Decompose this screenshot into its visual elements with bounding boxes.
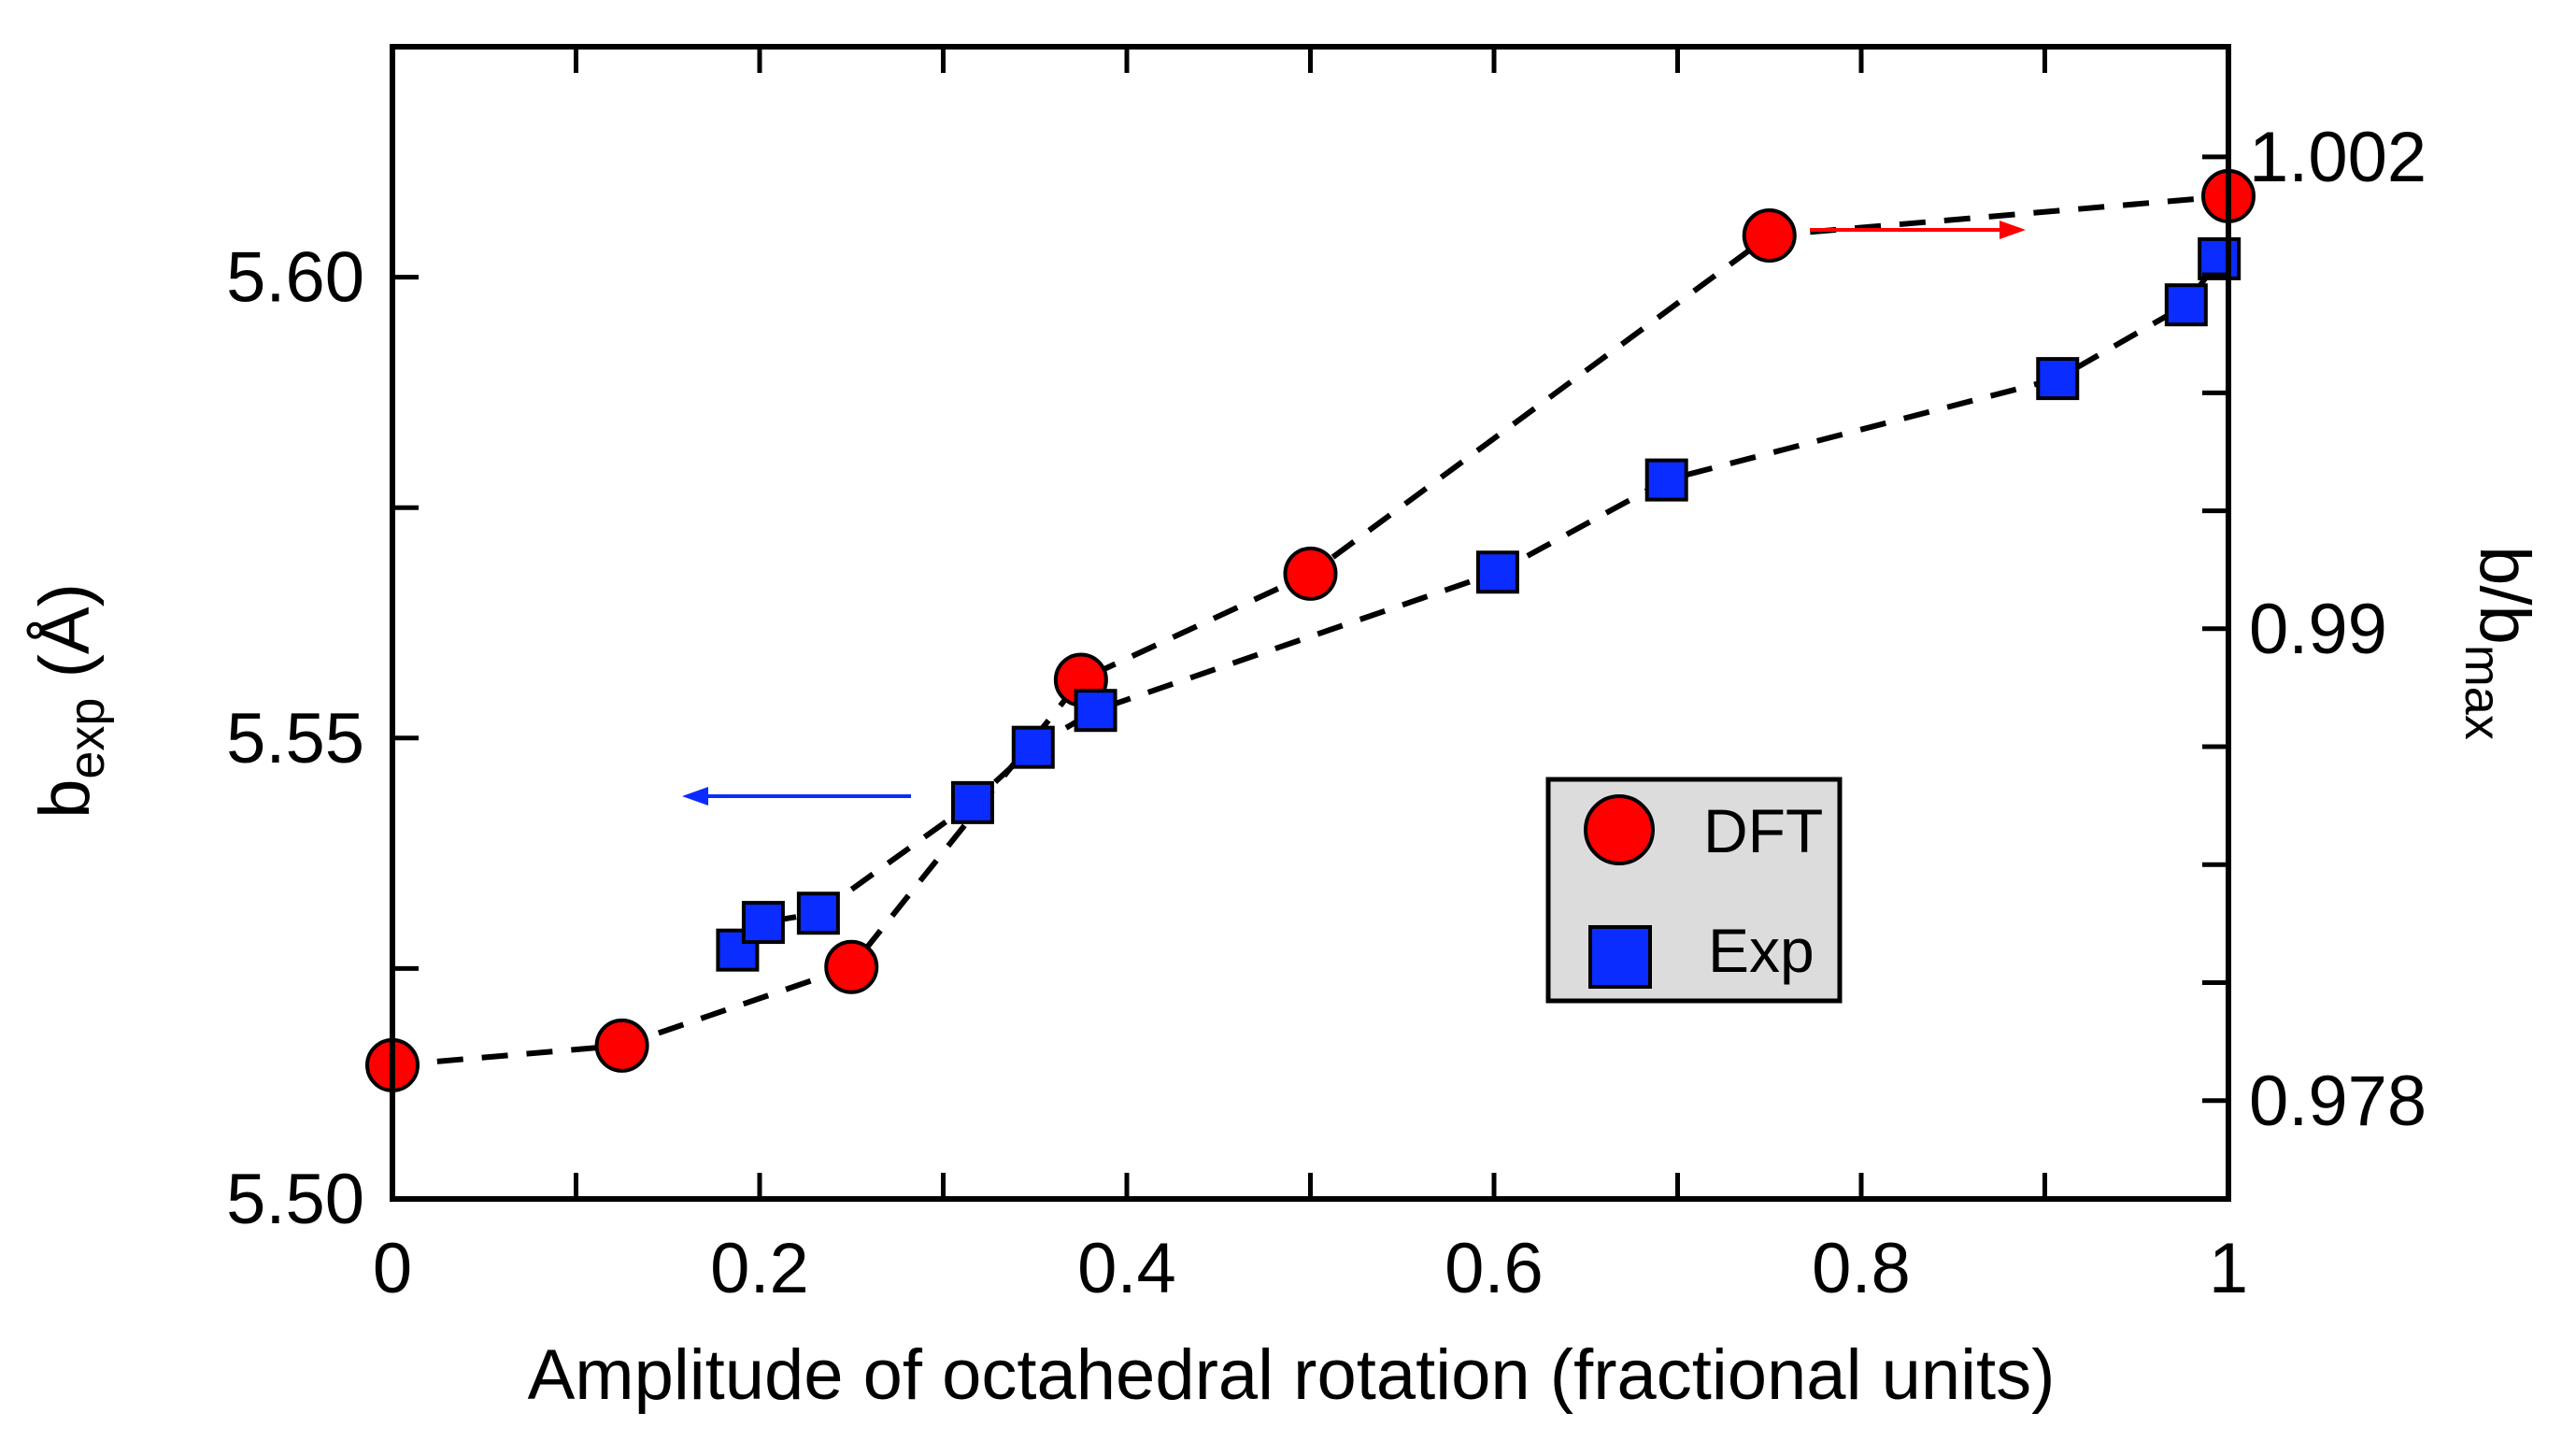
data-point-exp xyxy=(796,892,840,935)
x-tick-label: 0.4 xyxy=(1077,1229,1176,1308)
data-point-dft xyxy=(1742,207,1797,263)
series-lines xyxy=(391,193,2229,1068)
data-point-exp xyxy=(1475,550,1519,594)
data-point-dft xyxy=(1283,546,1338,601)
data-point-exp xyxy=(950,780,994,824)
series-markers xyxy=(365,168,2256,1092)
y-right-tick-label: 1.002 xyxy=(2249,118,2427,197)
y-left-tick-label: 5.55 xyxy=(226,699,364,778)
x-tick-label: 1 xyxy=(2209,1229,2248,1308)
series-line-exp xyxy=(735,257,2222,952)
y-left-title-suffix: (Å) xyxy=(25,583,105,697)
annotations xyxy=(682,221,2026,806)
x-axis-title: Amplitude of octahedral rotation (fracti… xyxy=(528,1335,2056,1415)
axes: 0 0.2 0.4 0.6 0.8 1 5.50 5.55 5.60 0.978 0.99 1.002 xyxy=(226,44,2427,1308)
x-tick-label: 0 xyxy=(373,1229,412,1308)
data-point-exp xyxy=(2164,283,2208,327)
legend-dft-label: DFT xyxy=(1703,796,1823,865)
y-left-title-sub: exp xyxy=(59,698,115,779)
y-right-title-main: b/b xyxy=(2465,546,2544,645)
data-point-exp xyxy=(741,901,785,945)
legend-exp-marker xyxy=(1588,925,1652,989)
data-point-exp xyxy=(1074,689,1117,733)
y-left-title-main: b xyxy=(25,779,105,819)
data-point-exp xyxy=(2198,236,2242,280)
series-line-dft xyxy=(391,193,2229,1068)
data-point-exp xyxy=(1644,458,1688,502)
y-right-tick-label: 0.978 xyxy=(2249,1062,2427,1141)
y-left-tick-label: 5.60 xyxy=(226,238,364,318)
x-tick-label: 0.8 xyxy=(1812,1229,1911,1308)
legend-dft-marker xyxy=(1584,794,1655,865)
data-point-dft xyxy=(594,1018,649,1073)
left-axis-arrow-head xyxy=(682,787,708,806)
data-point-exp xyxy=(1011,725,1055,769)
y-right-title-sub: max xyxy=(2455,645,2511,740)
right-axis-arrow-head xyxy=(2000,221,2026,239)
x-tick-label: 0.2 xyxy=(710,1229,809,1308)
y-left-tick-label: 5.50 xyxy=(226,1160,364,1239)
y-left-axis-title: bexp (Å) xyxy=(25,583,115,819)
x-tick-label: 0.6 xyxy=(1445,1229,1544,1308)
y-right-tick-label: 0.99 xyxy=(2249,590,2387,669)
data-point-exp xyxy=(2036,357,2080,401)
y-right-axis-title: b/bmax xyxy=(2455,546,2544,740)
data-point-dft xyxy=(824,939,879,994)
legend-exp-label: Exp xyxy=(1708,916,1815,985)
legend: DFT Exp xyxy=(1545,777,1843,1004)
